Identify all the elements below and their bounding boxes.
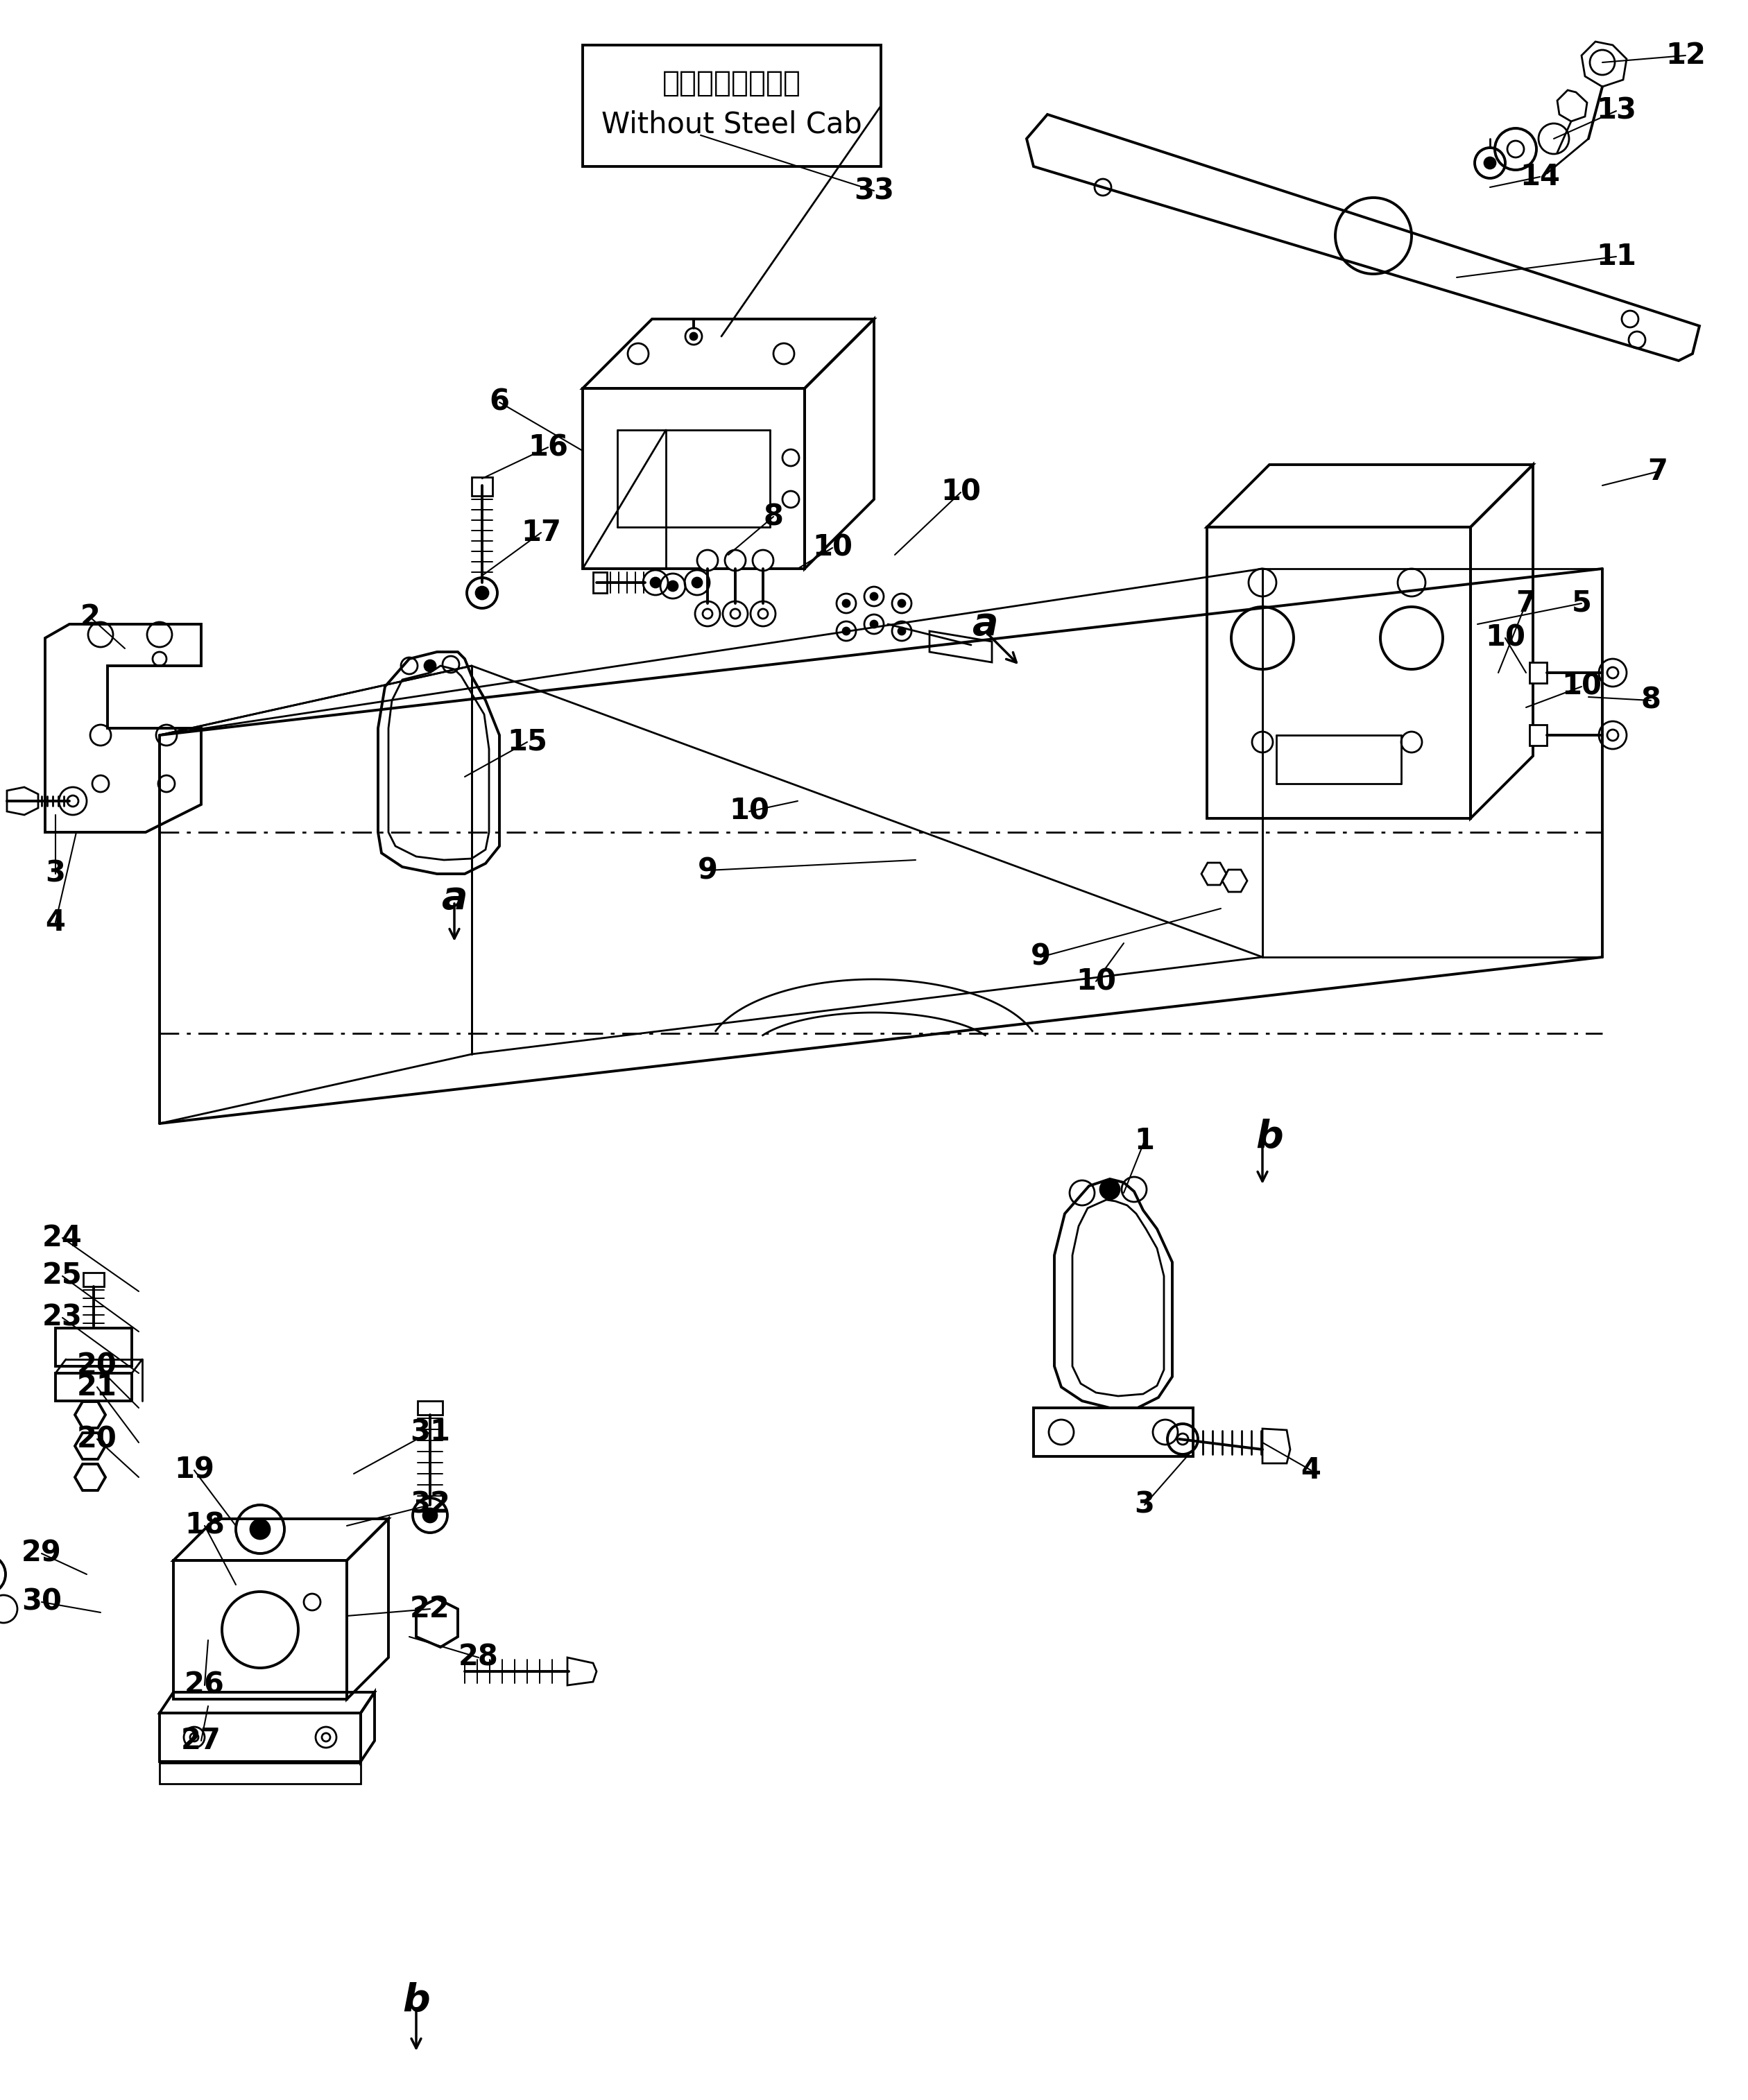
Circle shape xyxy=(753,550,773,571)
Text: 13: 13 xyxy=(1596,97,1636,126)
Text: 30: 30 xyxy=(21,1588,61,1617)
Text: 27: 27 xyxy=(182,1726,222,1756)
Text: 2: 2 xyxy=(80,603,100,632)
Polygon shape xyxy=(7,788,38,815)
Text: 31: 31 xyxy=(411,1418,451,1447)
Text: 33: 33 xyxy=(853,176,895,206)
Text: a: a xyxy=(440,880,467,918)
Polygon shape xyxy=(418,1401,442,1415)
Polygon shape xyxy=(1557,90,1587,122)
Text: 5: 5 xyxy=(1571,588,1591,617)
Circle shape xyxy=(1591,50,1615,76)
Text: 23: 23 xyxy=(42,1304,82,1331)
Text: 24: 24 xyxy=(42,1224,82,1252)
Circle shape xyxy=(871,592,877,601)
Text: 7: 7 xyxy=(1648,458,1668,487)
Polygon shape xyxy=(1530,724,1547,745)
Text: 9: 9 xyxy=(697,857,717,884)
Text: a: a xyxy=(972,605,998,643)
Circle shape xyxy=(697,550,718,571)
Text: 4: 4 xyxy=(45,907,65,937)
Text: 8: 8 xyxy=(764,502,783,531)
Text: 10: 10 xyxy=(940,479,981,506)
Text: b: b xyxy=(402,1982,430,2020)
Circle shape xyxy=(1099,1180,1119,1199)
Text: 10: 10 xyxy=(813,533,853,563)
Text: 16: 16 xyxy=(528,433,568,462)
Text: 10: 10 xyxy=(1075,966,1115,995)
Text: 26: 26 xyxy=(185,1672,225,1699)
Text: 4: 4 xyxy=(1301,1455,1321,1485)
Circle shape xyxy=(690,334,697,340)
Text: 3: 3 xyxy=(1134,1491,1155,1520)
Circle shape xyxy=(692,578,703,588)
Text: 12: 12 xyxy=(1666,40,1706,69)
Text: 20: 20 xyxy=(77,1352,117,1382)
Circle shape xyxy=(843,601,850,607)
Circle shape xyxy=(650,578,661,588)
Text: 9: 9 xyxy=(1031,943,1051,972)
Text: 10: 10 xyxy=(1486,624,1526,653)
Circle shape xyxy=(250,1520,269,1539)
Text: 32: 32 xyxy=(411,1491,451,1520)
Circle shape xyxy=(423,1508,437,1522)
Text: 10: 10 xyxy=(729,796,769,825)
Circle shape xyxy=(685,328,703,344)
Circle shape xyxy=(898,601,905,607)
Text: 6: 6 xyxy=(489,388,509,416)
Text: b: b xyxy=(1255,1119,1283,1157)
Circle shape xyxy=(425,659,435,672)
Text: 10: 10 xyxy=(1561,672,1601,701)
Polygon shape xyxy=(1582,42,1627,86)
Text: 21: 21 xyxy=(77,1373,117,1401)
Polygon shape xyxy=(84,1273,105,1287)
Polygon shape xyxy=(1262,1428,1290,1464)
Text: 1: 1 xyxy=(1134,1126,1155,1155)
Polygon shape xyxy=(472,477,493,496)
Text: 3: 3 xyxy=(45,859,66,888)
Text: 25: 25 xyxy=(42,1262,82,1292)
Text: 14: 14 xyxy=(1519,162,1559,191)
Text: Without Steel Cab: Without Steel Cab xyxy=(601,111,862,139)
Polygon shape xyxy=(568,1657,596,1686)
Text: キャブ無しの場合: キャブ無しの場合 xyxy=(662,69,801,99)
Text: 8: 8 xyxy=(1641,687,1661,714)
Text: 22: 22 xyxy=(411,1594,449,1623)
Text: 15: 15 xyxy=(507,727,547,756)
Circle shape xyxy=(668,582,678,590)
Text: 17: 17 xyxy=(521,519,561,548)
Text: 29: 29 xyxy=(21,1539,61,1569)
Text: 18: 18 xyxy=(185,1512,225,1539)
Text: 28: 28 xyxy=(458,1642,498,1672)
Circle shape xyxy=(898,628,905,634)
Circle shape xyxy=(1484,158,1496,168)
Polygon shape xyxy=(1530,662,1547,683)
Text: 20: 20 xyxy=(77,1424,117,1453)
Text: 19: 19 xyxy=(175,1455,215,1485)
Polygon shape xyxy=(593,571,607,592)
Circle shape xyxy=(843,628,850,634)
Text: 7: 7 xyxy=(1516,588,1536,617)
Circle shape xyxy=(475,586,488,598)
Text: 11: 11 xyxy=(1596,242,1636,271)
Circle shape xyxy=(871,622,877,628)
Circle shape xyxy=(725,550,746,571)
